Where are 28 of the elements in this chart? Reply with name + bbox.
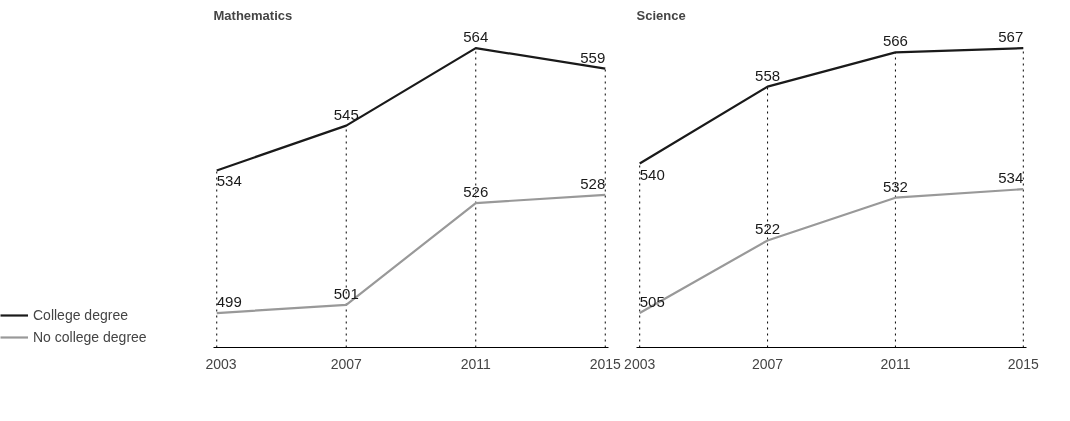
legend-label: College degree xyxy=(33,307,128,323)
x-tick-label: 2015 xyxy=(1007,355,1040,372)
data-label: 526 xyxy=(463,183,489,201)
x-tick-label: 2003 xyxy=(624,355,656,372)
legend-label: No college degree xyxy=(33,329,147,345)
data-label: 567 xyxy=(998,28,1024,46)
chart-title: Science xyxy=(636,7,686,23)
data-label: 540 xyxy=(639,165,665,183)
data-label: 558 xyxy=(755,66,781,84)
data-label: 522 xyxy=(755,220,781,238)
data-label: 499 xyxy=(216,293,242,311)
data-label: 528 xyxy=(580,174,606,192)
x-tick-label: 2011 xyxy=(880,355,911,372)
data-label: 564 xyxy=(463,28,489,46)
x-tick-label: 2007 xyxy=(330,355,363,372)
data-label: 566 xyxy=(882,32,908,50)
data-label: 534 xyxy=(216,172,242,190)
x-tick-label: 2003 xyxy=(205,355,237,372)
data-label: 545 xyxy=(333,105,359,123)
x-tick-label: 2015 xyxy=(589,355,622,372)
data-label: 501 xyxy=(333,284,359,302)
x-tick-label: 2011 xyxy=(460,355,492,372)
data-label: 559 xyxy=(580,48,606,66)
x-tick-label: 2007 xyxy=(751,355,784,372)
data-label: 505 xyxy=(639,293,665,311)
data-label: 532 xyxy=(882,177,908,195)
chart-title: Mathematics xyxy=(213,7,293,23)
data-label: 534 xyxy=(998,169,1024,187)
